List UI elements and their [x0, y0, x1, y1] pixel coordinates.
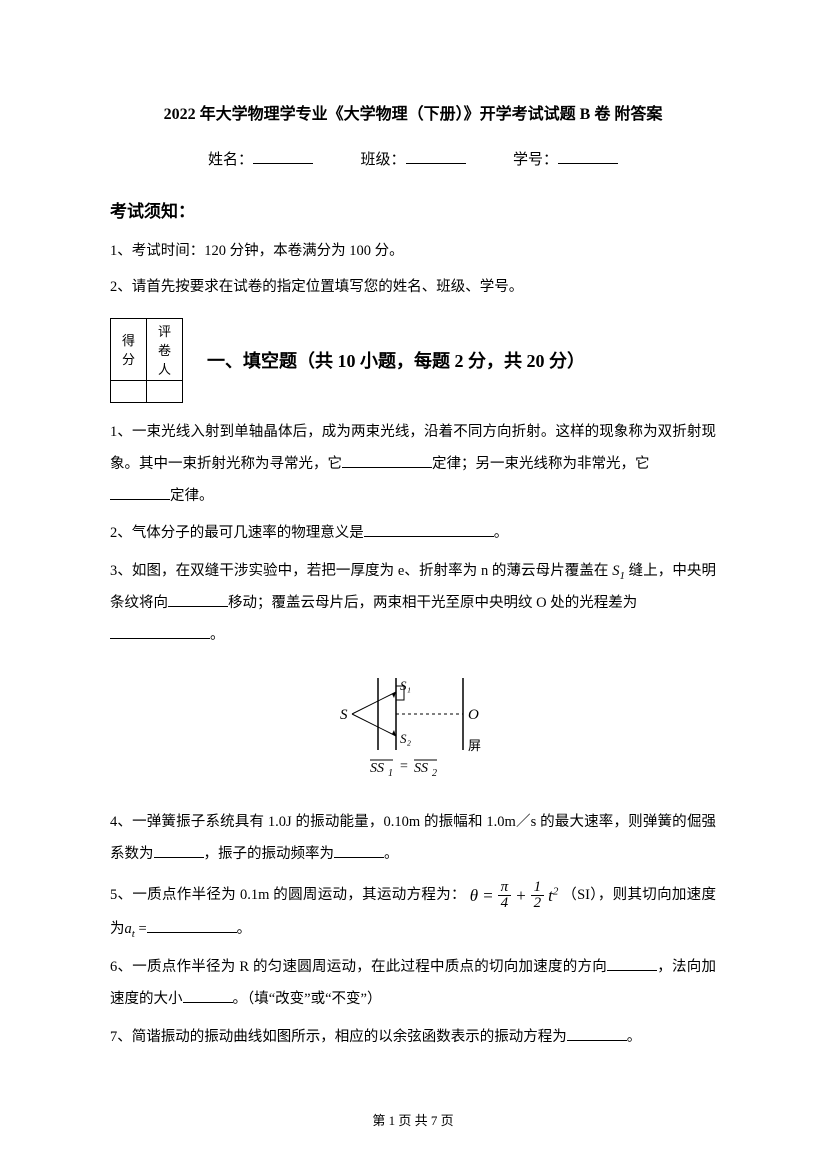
svg-text:屏: 屏 — [468, 738, 481, 753]
student-info-line: 姓名： 班级： 学号： — [110, 148, 716, 169]
q4-blank-2[interactable] — [334, 844, 384, 858]
q5-eq-sign: = — [135, 921, 147, 937]
q3-text-d: 。 — [210, 627, 225, 643]
q6-text-a: 6、一质点作半径为 R 的匀速圆周运动，在此过程中质点的切向加速度的方向 — [110, 959, 607, 975]
svg-text:S₂: S₂ — [400, 731, 412, 746]
q7-blank[interactable] — [567, 1027, 627, 1041]
section-1-heading: 一、填空题（共 10 小题，每题 2 分，共 20 分） — [207, 347, 585, 373]
q7-text-b: 。 — [627, 1029, 642, 1045]
notice-item-1: 1、考试时间：120 分钟，本卷满分为 100 分。 — [110, 236, 716, 268]
q3-blank-2[interactable] — [110, 625, 210, 639]
q4-text-b: ，振子的振动频率为 — [204, 846, 335, 862]
id-label: 学号： — [513, 152, 558, 168]
q2-text-b: 。 — [494, 525, 509, 541]
q3-diagram: S S₁ S₂ O 屏 SS 1 = SS 2 — [110, 670, 716, 785]
svg-text:SS: SS — [370, 761, 384, 776]
svg-text:SS: SS — [414, 761, 428, 776]
score-header-grader: 评卷人 — [147, 318, 183, 380]
name-label: 姓名： — [208, 152, 253, 168]
q5-blank[interactable] — [147, 919, 237, 933]
question-1: 1、一束光线入射到单轴晶体后，成为两束光线，沿着不同方向折射。这样的现象称为双折… — [110, 417, 716, 513]
q5-equation: θ = π4 + 12 t2 — [470, 877, 559, 914]
question-4: 4、一弹簧振子系统具有 1.0J 的振动能量，0.10m 的振幅和 1.0m／s… — [110, 807, 716, 871]
q3-text-a: 3、如图，在双缝干涉实验中，若把一厚度为 e、折射率为 n 的薄云母片覆盖在 — [110, 563, 612, 579]
question-3: 3、如图，在双缝干涉实验中，若把一厚度为 e、折射率为 n 的薄云母片覆盖在 S… — [110, 556, 716, 652]
svg-text:=: = — [400, 759, 408, 774]
question-5: 5、一质点作半径为 0.1m 的圆周运动，其运动方程为： θ = π4 + 12… — [110, 877, 716, 946]
page-footer: 第 1 页 共 7 页 — [0, 1110, 826, 1129]
q2-blank[interactable] — [364, 523, 494, 537]
q6-blank-2[interactable] — [183, 989, 233, 1003]
notice-heading: 考试须知： — [110, 197, 716, 222]
question-2: 2、气体分子的最可几速率的物理意义是 。 — [110, 518, 716, 550]
score-cell[interactable] — [111, 380, 147, 402]
q1-blank-1[interactable] — [342, 454, 432, 468]
notice-item-2: 2、请首先按要求在试卷的指定位置填写您的姓名、班级、学号。 — [110, 272, 716, 304]
q7-text-a: 7、简谐振动的振动曲线如图所示，相应的以余弦函数表示的振动方程为 — [110, 1029, 567, 1045]
svg-text:O: O — [468, 707, 479, 723]
q3-text-c: 移动；覆盖云母片后，两束相干光至原中央明纹 O 处的光程差为 — [228, 595, 637, 611]
q6-text-c: 。（填“改变”或“不变”） — [233, 991, 382, 1007]
class-blank[interactable] — [406, 150, 466, 164]
exam-title: 2022 年大学物理学专业《大学物理（下册）》开学考试试题 B 卷 附答案 — [110, 100, 716, 124]
q5-at: at — [125, 921, 135, 937]
score-table: 得分 评卷人 — [110, 318, 183, 403]
q1-text-b: 定律；另一束光线称为非常光，它 — [432, 456, 650, 472]
q3-blank-1[interactable] — [168, 593, 228, 607]
class-label: 班级： — [360, 152, 405, 168]
score-header-score: 得分 — [111, 318, 147, 380]
q4-blank-1[interactable] — [154, 844, 204, 858]
svg-text:S₁: S₁ — [400, 678, 411, 693]
svg-text:2: 2 — [432, 768, 437, 779]
q1-blank-2[interactable] — [110, 486, 170, 500]
grader-cell[interactable] — [147, 380, 183, 402]
q4-text-c: 。 — [384, 846, 399, 862]
name-blank[interactable] — [253, 150, 313, 164]
score-section-row: 得分 评卷人 一、填空题（共 10 小题，每题 2 分，共 20 分） — [110, 318, 716, 403]
q6-blank-1[interactable] — [607, 957, 657, 971]
svg-text:S: S — [340, 707, 348, 723]
question-7: 7、简谐振动的振动曲线如图所示，相应的以余弦函数表示的振动方程为 。 — [110, 1022, 716, 1054]
q1-text-c: 定律。 — [170, 488, 214, 504]
question-6: 6、一质点作半径为 R 的匀速圆周运动，在此过程中质点的切向加速度的方向，法向加… — [110, 952, 716, 1016]
q5-text-a: 5、一质点作半径为 0.1m 的圆周运动，其运动方程为： — [110, 887, 466, 903]
q3-s1: S1 — [612, 563, 625, 579]
q2-text-a: 2、气体分子的最可几速率的物理意义是 — [110, 525, 364, 541]
svg-text:1: 1 — [388, 768, 393, 779]
q5-text-c: 。 — [237, 921, 252, 937]
id-blank[interactable] — [558, 150, 618, 164]
